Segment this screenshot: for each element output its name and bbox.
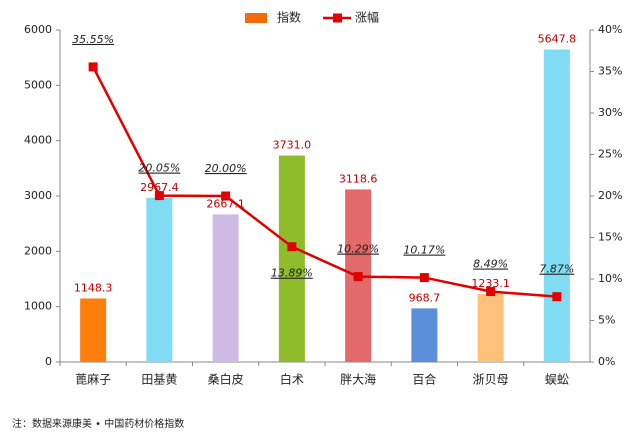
bar: [543, 49, 570, 362]
line-marker: [486, 287, 496, 297]
x-tick-label: 蜈蚣: [545, 373, 569, 387]
line-marker: [221, 191, 231, 201]
bar-value-label: 1148.3: [74, 281, 113, 294]
line-marker: [419, 273, 429, 283]
x-tick-label: 桑白皮: [208, 372, 244, 387]
line-marker: [154, 191, 164, 201]
legend-label: 指数: [277, 10, 301, 25]
line-marker: [552, 292, 562, 302]
y-tick-label: 6000: [24, 23, 52, 36]
bar: [80, 298, 107, 362]
line-marker: [353, 272, 363, 282]
y-tick-label: 2000: [24, 244, 52, 257]
y-tick-label: 5000: [24, 78, 52, 91]
x-tick-label: 百合: [412, 372, 436, 387]
line-value-label: 20.00%: [205, 162, 247, 175]
bar: [278, 155, 305, 362]
bar: [477, 293, 504, 362]
x-tick-label: 胖大海: [340, 372, 376, 387]
bar-value-label: 5647.8: [538, 32, 577, 45]
line-value-label: 35.55%: [72, 33, 114, 46]
y2-tick-label: 0%: [598, 355, 615, 368]
line: [92, 66, 557, 298]
y2-tick-label: 15%: [598, 231, 622, 244]
x-tick-label: 白术: [280, 372, 304, 387]
line-marker: [287, 242, 297, 252]
bar-value-label: 2667.1: [206, 197, 245, 210]
line-marker: [88, 62, 98, 72]
y2-tick-label: 35%: [598, 65, 622, 78]
y2-tick-label: 30%: [598, 106, 622, 119]
legend-swatch: [245, 13, 267, 23]
bar-value-label: 968.7: [409, 291, 441, 304]
bar-value-label: 3118.6: [339, 172, 378, 185]
bar-value-label: 3731.0: [273, 139, 312, 152]
y-tick-label: 4000: [24, 134, 52, 147]
x-tick-label: 浙贝母: [473, 373, 509, 387]
legend-marker: [333, 13, 342, 23]
x-tick-label: 田基黄: [141, 373, 177, 387]
bar: [411, 308, 438, 362]
line-value-label: 7.87%: [539, 263, 574, 276]
y2-tick-label: 20%: [598, 189, 622, 202]
line-value-label: 13.89%: [271, 267, 313, 280]
y2-tick-label: 25%: [598, 148, 622, 161]
legend-label: 涨幅: [355, 10, 379, 25]
y2-tick-label: 40%: [598, 23, 622, 36]
y-tick-label: 1000: [24, 300, 52, 313]
y-tick-label: 3000: [24, 189, 52, 202]
line-value-label: 10.29%: [337, 243, 379, 256]
y2-tick-label: 10%: [598, 272, 622, 285]
bar: [146, 197, 173, 362]
bar-value-label: 1233.1: [471, 277, 510, 290]
y2-tick-label: 5%: [598, 314, 615, 327]
line-value-label: 20.05%: [138, 162, 180, 175]
x-tick-label: 蓖麻子: [75, 372, 111, 387]
line-value-label: 10.17%: [403, 244, 445, 257]
bar: [212, 214, 239, 362]
y-tick-label: 0: [45, 355, 52, 368]
line-value-label: 8.49%: [473, 258, 508, 271]
bar-value-label: 2967.4: [140, 181, 179, 194]
note: 注：数据来源康美 • 中国药材价格指数: [12, 417, 184, 430]
